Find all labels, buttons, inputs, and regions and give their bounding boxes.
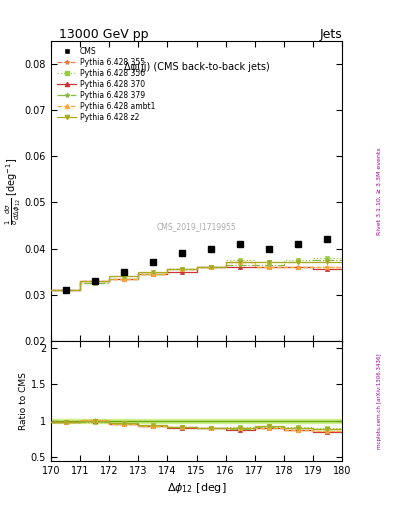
Bar [51,419,342,423]
Text: CMS_2019_I1719955: CMS_2019_I1719955 [157,222,236,231]
Text: Δφ(jj) (CMS back-to-back jets): Δφ(jj) (CMS back-to-back jets) [124,62,269,72]
X-axis label: $\Delta\phi_{12}$ [deg]: $\Delta\phi_{12}$ [deg] [167,481,226,495]
Text: Jets: Jets [319,28,342,41]
Legend: CMS, Pythia 6.428 355, Pythia 6.428 356, Pythia 6.428 370, Pythia 6.428 379, Pyt: CMS, Pythia 6.428 355, Pythia 6.428 356,… [55,45,158,124]
Text: mcplots.cern.ch [arXiv:1306.3436]: mcplots.cern.ch [arXiv:1306.3436] [377,353,382,449]
Y-axis label: $\frac{1}{\sigma}\frac{d\sigma}{d\Delta\phi_{12}}$ [deg$^{-1}$]: $\frac{1}{\sigma}\frac{d\sigma}{d\Delta\… [4,157,23,225]
Text: Rivet 3.1.10, ≥ 3.3M events: Rivet 3.1.10, ≥ 3.3M events [377,147,382,234]
Text: 13000 GeV pp: 13000 GeV pp [59,28,149,41]
Y-axis label: Ratio to CMS: Ratio to CMS [19,372,28,430]
